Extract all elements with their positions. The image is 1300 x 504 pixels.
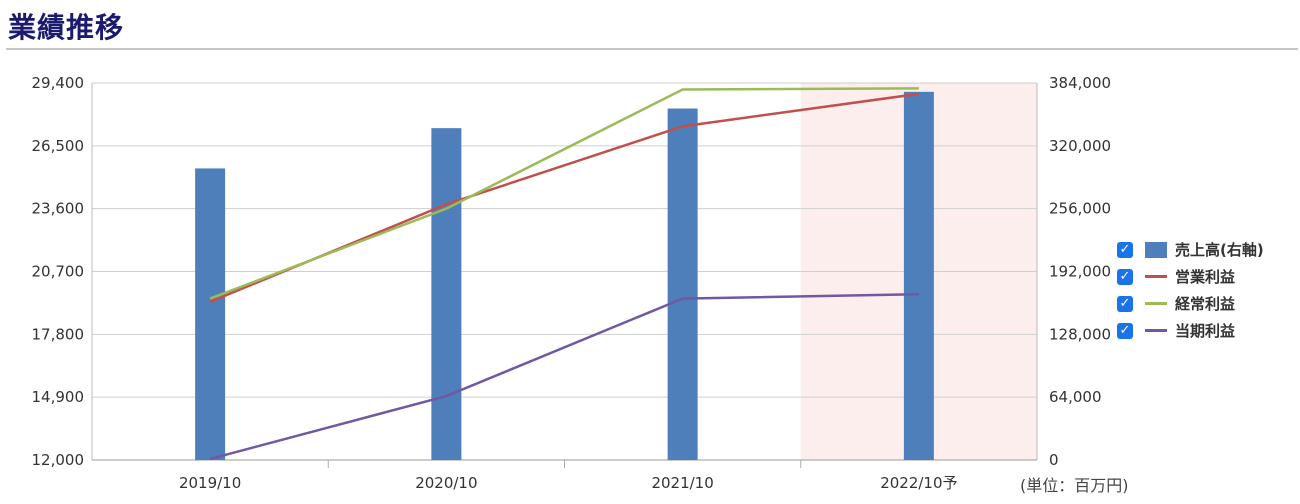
legend-swatch-net xyxy=(1145,329,1167,332)
left-axis-tick-label: 29,400 xyxy=(32,74,85,92)
left-axis-tick-label: 26,500 xyxy=(32,137,85,155)
legend-swatch-sales xyxy=(1145,241,1167,258)
x-axis-tick-label: 2022/10予 xyxy=(880,474,957,492)
bar-sales xyxy=(195,168,226,460)
left-axis-tick-label: 17,800 xyxy=(32,325,85,343)
line-net xyxy=(209,293,919,461)
left-axis-tick-label: 12,000 xyxy=(32,451,85,469)
legend-label-sales: 売上高(右軸) xyxy=(1175,241,1264,259)
x-axis-tick-label: 2021/10 xyxy=(651,474,713,492)
left-axis-tick-label: 23,600 xyxy=(32,200,85,218)
unit-label: (単位：百万円) xyxy=(1020,476,1129,495)
x-axis-tick-label: 2019/10 xyxy=(179,474,241,492)
right-axis-tick-label: 256,000 xyxy=(1049,200,1111,218)
chart-legend: ✓ 売上高(右軸) ✓ 営業利益 ✓ 経常利益 ✓ 当期利益 xyxy=(1117,236,1264,344)
legend-label-net: 当期利益 xyxy=(1175,322,1236,340)
right-axis-tick-label: 320,000 xyxy=(1049,137,1111,155)
right-axis-tick-label: 0 xyxy=(1049,451,1059,469)
left-axis-tick-label: 14,900 xyxy=(32,388,85,406)
title-divider xyxy=(6,48,1298,50)
legend-swatch-ordinary xyxy=(1145,302,1167,305)
legend-item-sales[interactable]: ✓ 売上高(右軸) xyxy=(1117,236,1264,263)
right-axis-tick-label: 64,000 xyxy=(1049,388,1102,406)
right-axis-tick-label: 128,000 xyxy=(1049,325,1111,343)
bar-sales xyxy=(667,108,698,461)
line-ordinary xyxy=(209,87,919,300)
legend-checkbox-net[interactable]: ✓ xyxy=(1117,322,1133,339)
legend-label-ordinary: 経常利益 xyxy=(1175,295,1236,313)
bar-sales xyxy=(431,128,462,461)
right-axis-tick-label: 192,000 xyxy=(1049,263,1111,281)
legend-label-operating: 営業利益 xyxy=(1175,268,1236,286)
legend-checkbox-operating[interactable]: ✓ xyxy=(1117,268,1133,285)
bar-sales xyxy=(903,91,934,460)
legend-item-ordinary[interactable]: ✓ 経常利益 xyxy=(1117,290,1264,317)
x-axis-tick-label: 2020/10 xyxy=(415,474,477,492)
legend-checkbox-sales[interactable]: ✓ xyxy=(1117,241,1133,258)
legend-swatch-operating xyxy=(1145,275,1167,278)
right-axis-tick-label: 384,000 xyxy=(1049,74,1111,92)
left-axis-tick-label: 20,700 xyxy=(32,263,85,281)
legend-checkbox-ordinary[interactable]: ✓ xyxy=(1117,295,1133,312)
legend-item-operating[interactable]: ✓ 営業利益 xyxy=(1117,263,1264,290)
page-title: 業績推移 xyxy=(8,11,125,44)
legend-item-net[interactable]: ✓ 当期利益 xyxy=(1117,317,1264,344)
